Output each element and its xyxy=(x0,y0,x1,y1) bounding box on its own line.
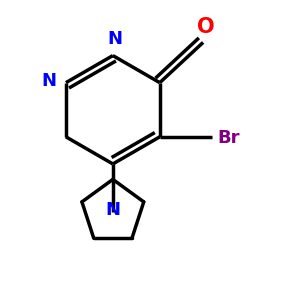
Text: N: N xyxy=(107,30,122,48)
Text: O: O xyxy=(197,17,215,37)
Text: N: N xyxy=(42,72,57,90)
Text: Br: Br xyxy=(217,129,239,147)
Text: N: N xyxy=(105,201,120,219)
